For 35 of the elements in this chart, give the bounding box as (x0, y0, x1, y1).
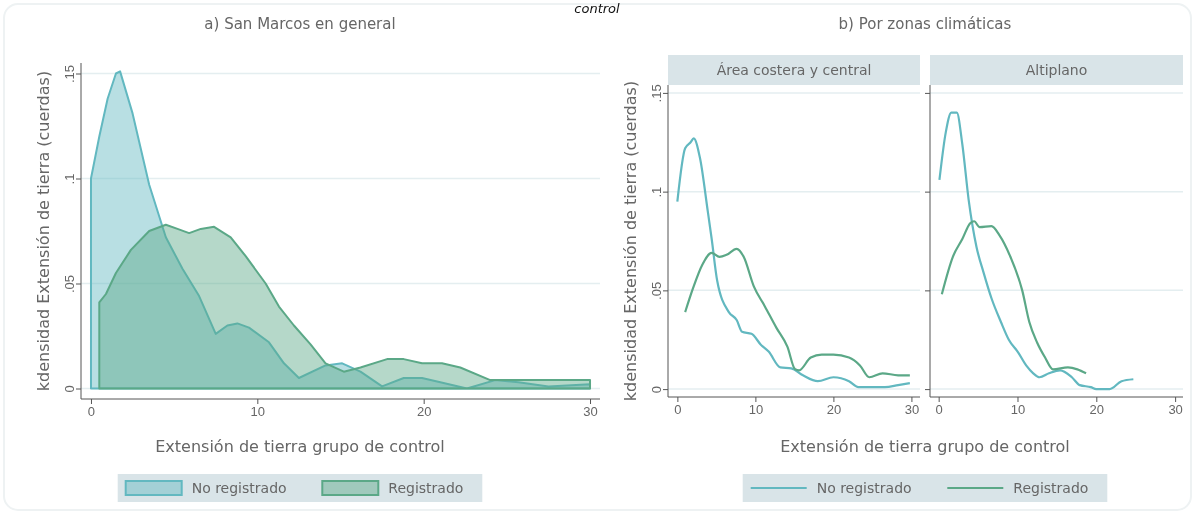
x-tick-label: 30 (1168, 402, 1183, 418)
legend-label: Registrado (1013, 480, 1089, 496)
y-tick-label: .15 (61, 64, 77, 84)
x-axis-title: Extensión de tierra grupo de control (155, 437, 445, 456)
y-tick-label: .1 (648, 186, 664, 198)
legend-label: No registrado (191, 480, 287, 496)
y-tick-label: .15 (648, 84, 664, 103)
y-tick-label: 0 (61, 385, 77, 393)
x-axis-title: Extensión de tierra grupo de control (780, 437, 1070, 456)
x-tick-label: 20 (826, 402, 842, 418)
y-tick-label: .05 (61, 274, 77, 294)
x-tick-label: 10 (1010, 402, 1026, 418)
line-series (676, 137, 911, 389)
chart-title: a) San Marcos en general (204, 15, 396, 33)
y-tick-label: .1 (61, 173, 77, 185)
chart-subtitle: Área costera y central (716, 62, 872, 78)
legend-label: Registrado (388, 480, 464, 496)
chart-subtitle: Altiplano (1025, 62, 1088, 78)
line-series (684, 247, 911, 379)
x-tick-label: 20 (1089, 402, 1105, 418)
x-tick-label: 20 (416, 404, 432, 420)
chart-title: b) Por zonas climáticas (838, 15, 1012, 33)
text: control (574, 1, 621, 16)
y-tick-label: 0 (648, 385, 664, 394)
x-tick-label: 0 (674, 402, 682, 418)
y-axis-title: kdensidad Extensión de tierra (cuerdas) (34, 70, 53, 392)
y-axis-title: kdensidad Extensión de tierra (cuerdas) (621, 80, 640, 402)
x-tick-label: 0 (87, 404, 96, 420)
x-tick-label: 10 (250, 404, 266, 420)
x-tick-label: 0 (935, 402, 943, 418)
x-tick-label: 30 (583, 404, 598, 420)
x-tick-label: 10 (748, 402, 764, 418)
legend-label: No registrado (816, 480, 912, 496)
x-tick-label: 30 (904, 402, 920, 418)
y-tick-label: .05 (648, 281, 664, 300)
